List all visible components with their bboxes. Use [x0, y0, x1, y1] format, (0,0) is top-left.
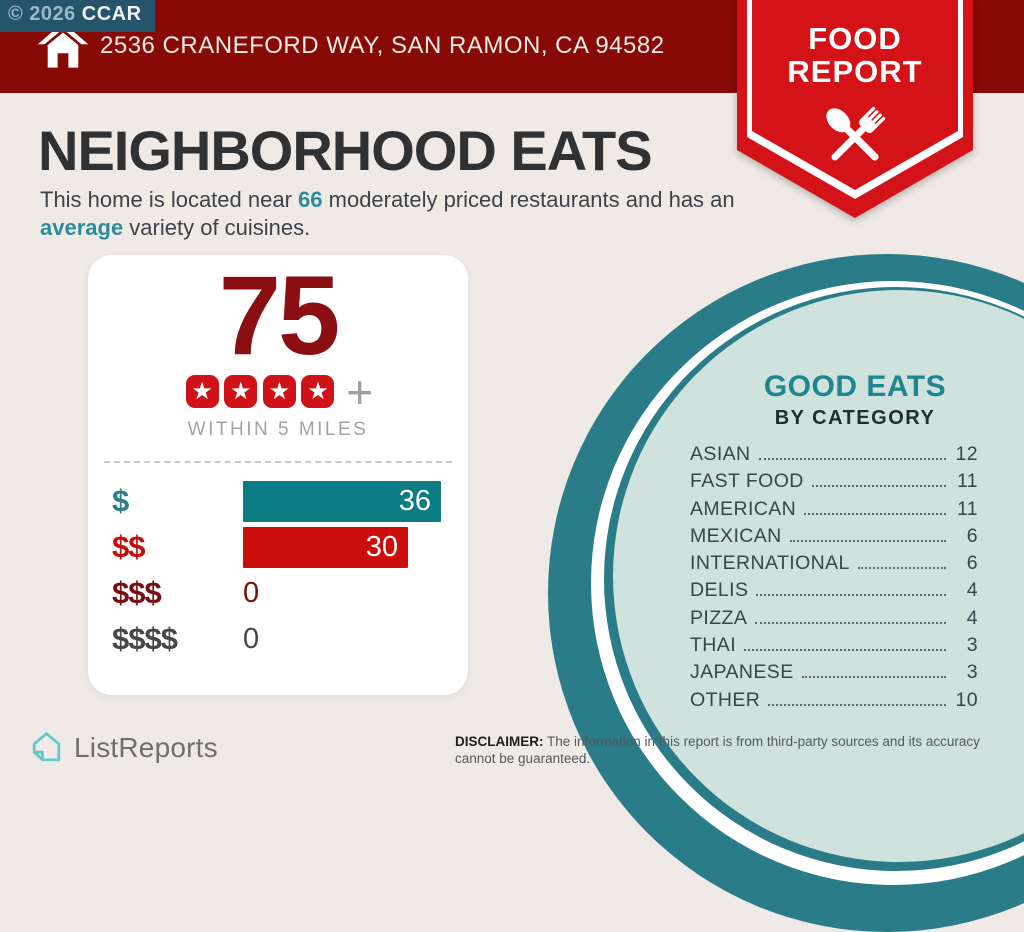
- category-row: ASIAN 12: [690, 443, 978, 470]
- category-value: 4: [966, 606, 978, 629]
- good-eats-subtitle: BY CATEGORY: [774, 407, 936, 429]
- dot-leader: [756, 594, 946, 597]
- category-label: PIZZA: [690, 606, 748, 629]
- category-row: INTERNATIONAL 6: [690, 552, 978, 579]
- category-value: 3: [966, 634, 978, 657]
- restaurant-count: 66: [298, 187, 323, 212]
- dot-leader: [768, 703, 946, 706]
- category-value: 10: [955, 688, 978, 711]
- category-row: OTHER 10: [690, 689, 978, 716]
- category-value: 6: [966, 524, 978, 547]
- copyright-org: CCAR: [81, 3, 142, 25]
- page-subtitle: This home is located near 66 moderately …: [40, 186, 740, 242]
- price-tier-label: $$$: [112, 575, 162, 610]
- subtitle-text: moderately priced restaurants and has an: [322, 187, 735, 212]
- price-bar: 30: [243, 526, 408, 568]
- price-tier-label: $: [112, 483, 129, 518]
- variety-rating: average: [40, 215, 124, 240]
- dot-leader: [804, 512, 946, 515]
- star-icon: ★: [262, 375, 296, 408]
- category-row: AMERICAN 11: [690, 498, 978, 525]
- category-row: PIZZA 4: [690, 607, 978, 634]
- plus-sign: +: [346, 365, 374, 418]
- category-list: ASIAN 12 FAST FOOD 11 AMERICAN 11 MEXICAN 6 INTE…: [690, 443, 978, 716]
- category-value: 12: [955, 443, 978, 465]
- bar-area: 36: [243, 480, 468, 522]
- dot-leader: [758, 458, 946, 460]
- category-value: 11: [956, 470, 978, 493]
- star-icon: ★: [185, 375, 219, 408]
- category-row: FAST FOOD 11: [690, 470, 978, 497]
- subtitle-text: variety of cuisines.: [123, 215, 311, 240]
- bar-area: 0: [243, 619, 468, 660]
- property-address: 2536 CRANEFORD WAY, SAN RAMON, CA 94582: [100, 32, 665, 59]
- bar-value: 36: [398, 484, 431, 517]
- home-icon: [37, 22, 89, 68]
- listreports-house-icon: [32, 732, 61, 762]
- category-label: INTERNATIONAL: [690, 552, 850, 575]
- disclaimer: DISCLAIMER: The information in this repo…: [455, 734, 980, 767]
- dot-leader: [789, 539, 946, 542]
- category-label: DELIS: [690, 579, 749, 602]
- price-bars: $36 $$ 30 $$$ 0 $$$$ 0: [88, 478, 468, 662]
- bar-area: 0: [243, 573, 468, 614]
- food-score: 75: [218, 253, 341, 378]
- category-label: JAPANESE: [690, 661, 794, 684]
- ribbon-title-line1: FOOD: [808, 21, 902, 56]
- copyright-year: © 2026: [8, 3, 76, 25]
- bar-value: 30: [365, 530, 398, 563]
- price-bar: 36: [243, 480, 441, 522]
- subtitle-text: This home is located near: [40, 187, 299, 212]
- dashed-divider: [104, 461, 452, 463]
- category-label: THAI: [690, 634, 737, 657]
- page-title: NEIGHBORHOOD EATS: [38, 119, 653, 182]
- category-label: OTHER: [690, 688, 761, 711]
- category-value: 3: [966, 661, 978, 684]
- radius-label: WITHIN 5 MILES: [187, 419, 369, 440]
- disclaimer-label: DISCLAIMER:: [455, 734, 544, 749]
- bar-area: 30: [243, 526, 468, 568]
- dot-leader: [811, 485, 946, 488]
- price-tier-label: $$: [112, 529, 145, 564]
- star-icon: ★: [301, 375, 335, 408]
- star-rating: ★ ★ ★ ★ +: [88, 365, 468, 418]
- price-row: $$$$ 0: [112, 616, 468, 662]
- score-card: 75 ★ ★ ★ ★ + WITHIN 5 MILES $36 $$ 30 $$$ 0 $$$$ 0: [88, 255, 468, 695]
- category-label: ASIAN: [690, 443, 751, 465]
- price-row: $$$ 0: [112, 570, 468, 616]
- ribbon-title-line2: REPORT: [787, 54, 923, 89]
- copyright-badge: © 2026 CCAR: [0, 0, 155, 32]
- star-icon: ★: [224, 375, 258, 408]
- category-value: 11: [956, 497, 978, 520]
- category-label: MEXICAN: [690, 524, 782, 547]
- listreports-logo: ListReports: [28, 729, 218, 766]
- category-value: 4: [966, 579, 978, 602]
- category-label: AMERICAN: [690, 497, 797, 520]
- price-row: $36: [112, 478, 468, 524]
- category-row: THAI 3: [690, 634, 978, 661]
- dot-leader: [857, 567, 946, 570]
- disclaimer-text: The information in this report is from t…: [455, 734, 980, 766]
- spoon-fork-icon: [826, 106, 886, 161]
- good-eats-title: GOOD EATS: [763, 370, 947, 403]
- zero-value: 0: [243, 576, 260, 609]
- price-tier-label: $$$$: [112, 621, 178, 656]
- food-report-ribbon: FOOD REPORT: [737, 0, 973, 218]
- dot-leader: [755, 621, 946, 624]
- category-row: MEXICAN 6: [690, 525, 978, 552]
- category-row: JAPANESE 3: [690, 661, 978, 688]
- listreports-wordmark: ListReports: [74, 731, 218, 763]
- ribbon-content: FOOD REPORT: [737, 22, 973, 183]
- dot-leader: [801, 676, 946, 679]
- price-row: $$ 30: [112, 524, 468, 570]
- category-label: FAST FOOD: [690, 470, 804, 493]
- category-row: DELIS 4: [690, 579, 978, 606]
- dot-leader: [744, 649, 946, 652]
- good-eats-header: GOOD EATS BY CATEGORY: [700, 370, 1010, 430]
- category-value: 6: [966, 552, 978, 575]
- zero-value: 0: [243, 622, 260, 655]
